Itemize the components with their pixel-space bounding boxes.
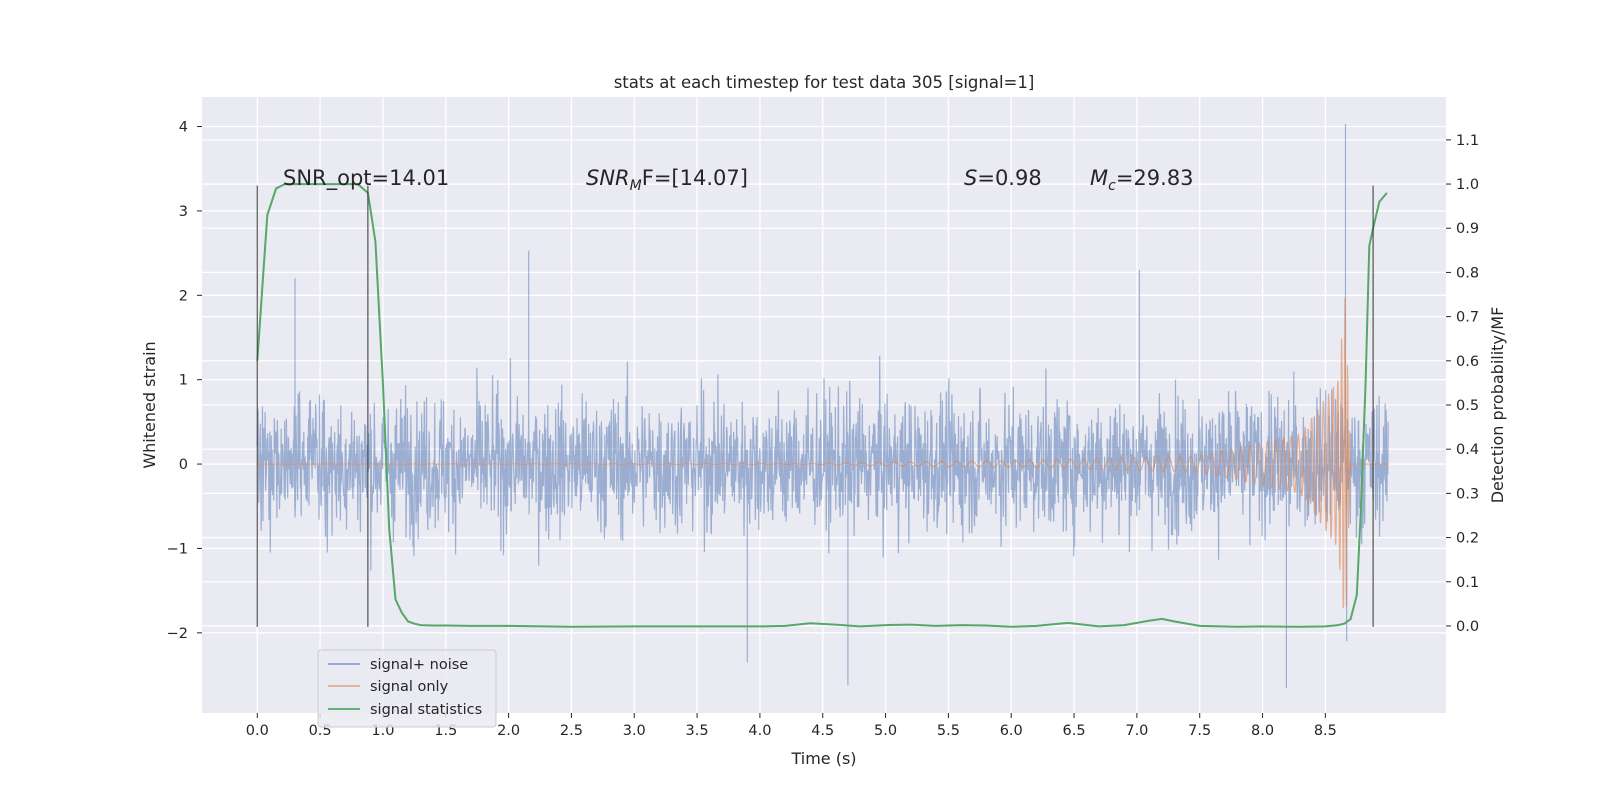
y-tick-label-left: 1 [179,373,188,389]
x-ticks: 0.0 0.5 1.0 1.5 2.0 2.5 3.0 3.5 4.0 4.5 5.0 5.5 6.0 6… [246,713,1337,739]
y-tick-label-right: 0.8 [1456,265,1479,281]
annotation-snr-mf-rest: F=[14.07] [642,166,748,190]
annotation-mc-sub: c [1108,178,1116,194]
x-tick-label: 0.0 [246,723,269,739]
x-tick-label: 4.5 [811,723,834,739]
y-tick-label-right: 0.9 [1456,221,1479,237]
y-tick-label-left: 2 [179,288,188,304]
legend: signal+ noise signal only signal statist… [317,649,497,728]
y-tick-label-right: 0.6 [1456,354,1479,370]
annotation-s-sym: S [964,166,977,190]
x-tick-label: 8.5 [1314,723,1337,739]
annotation-snr-opt: SNR_opt=14.01 [283,166,449,191]
annotation-mc-sym: M [1090,166,1108,190]
legend-label-signal-statistics: signal statistics [370,702,482,718]
x-tick-label: 7.0 [1125,723,1148,739]
y-tick-label-left: −2 [167,626,188,642]
y-tick-label-left: −1 [167,541,188,557]
annotation-s-val: =0.98 [977,166,1041,190]
vertical-markers [256,185,1374,627]
annotation-s: S=0.98 [964,166,1042,190]
x-tick-label: 3.5 [686,723,709,739]
x-tick-label: 5.0 [874,723,897,739]
annotation-snr-mf: SNRMF=[14.07] [586,166,748,194]
y-tick-label-right: 1.0 [1456,177,1479,193]
y-tick-label-right: 0.5 [1456,398,1479,414]
legend-label-signal-only: signal only [370,679,449,695]
y-axis-label-left: Whitened strain [140,341,159,468]
y-tick-label-right: 0.0 [1456,619,1479,635]
y-tick-label-left: 0 [179,457,188,473]
x-tick-label: 3.0 [623,723,646,739]
annotation-snr-mf-base: SNR [586,166,630,190]
y-ticks-left: 4 3 2 1 0 −1 −2 [167,120,202,642]
y-tick-label-left: 4 [179,120,188,136]
signal-only-line [257,297,1389,609]
series-signal-only [257,297,1389,609]
y-tick-label-right: 0.7 [1456,310,1479,326]
x-tick-label: 2.5 [560,723,583,739]
legend-box [317,649,497,728]
annotation-snr-mf-f: F=[14.07] [642,166,748,190]
x-tick-label: 6.0 [1000,723,1023,739]
annotation-snr-mf-sub: M [630,178,642,194]
annotation-mc: Mc=29.83 [1090,166,1194,194]
x-tick-label: 6.5 [1063,723,1086,739]
y-tick-label-left: 3 [179,204,188,220]
x-tick-label: 5.5 [937,723,960,739]
legend-label-signal-noise: signal+ noise [370,657,468,673]
y-tick-label-right: 0.4 [1456,442,1479,458]
y-tick-label-right: 0.2 [1456,531,1479,547]
y-ticks-right: 1.1 1.0 0.9 0.8 0.7 0.6 0.5 0.4 0.3 0.2 0.1 0.0 [1446,133,1479,635]
y-tick-label-right: 0.3 [1456,486,1479,502]
series-signal-statistics [256,183,1388,628]
x-tick-label: 4.0 [748,723,771,739]
x-axis-label: Time (s) [790,749,856,768]
y-axis-label-right: Detection probability/MF [1488,307,1507,504]
x-tick-label: 8.0 [1251,723,1274,739]
x-tick-label: 7.5 [1188,723,1211,739]
y-tick-label-right: 0.1 [1456,575,1479,591]
y-tick-label-right: 1.1 [1456,133,1479,149]
signal-statistics-line [256,183,1388,628]
annotation-mc-val: =29.83 [1116,166,1194,190]
chart-title: stats at each timestep for test data 305… [614,73,1035,92]
x-tick-label: 2.0 [497,723,520,739]
